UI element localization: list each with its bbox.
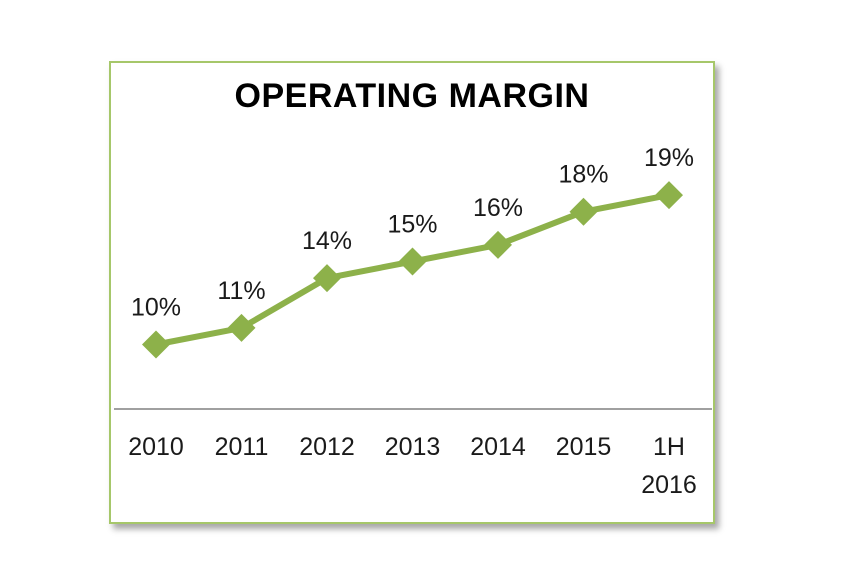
chart-title: OPERATING MARGIN (234, 77, 590, 115)
x-tick-label: 2013 (385, 433, 441, 461)
data-point-marker (313, 264, 341, 293)
data-point-marker (569, 197, 598, 226)
data-point-marker (142, 330, 170, 359)
x-tick-label-line: 2016 (641, 471, 697, 499)
x-tick-label: 2011 (215, 433, 269, 461)
data-point-marker (398, 247, 427, 276)
x-tick-label-line: 2012 (299, 433, 355, 461)
data-point-marker (484, 230, 512, 259)
data-label: 15% (387, 211, 437, 239)
x-tick-label-line: 2010 (128, 433, 184, 461)
x-tick-label: 1H 2016 (641, 433, 697, 499)
x-tick-label: 2012 (299, 433, 355, 461)
data-label: 19% (644, 144, 694, 172)
chart-card: OPERATING MARGIN (109, 61, 715, 524)
data-point-marker (655, 181, 683, 210)
x-tick-label-line: 2015 (556, 433, 612, 461)
data-label: 14% (302, 227, 352, 255)
data-label: 11% (217, 277, 265, 305)
x-tick-label-line: 1H (653, 433, 685, 461)
data-label: 18% (558, 161, 608, 189)
x-tick-label-line: 2011 (215, 433, 269, 461)
x-tick-label-line: 2014 (470, 433, 526, 461)
data-point-marker (227, 313, 256, 342)
data-label: 10% (131, 294, 181, 322)
x-tick-label: 2015 (556, 433, 612, 461)
x-tick-label-line: 2013 (385, 433, 441, 461)
x-tick-label: 2014 (470, 433, 526, 461)
x-tick-label: 2010 (128, 433, 184, 461)
data-label: 16% (473, 194, 523, 222)
